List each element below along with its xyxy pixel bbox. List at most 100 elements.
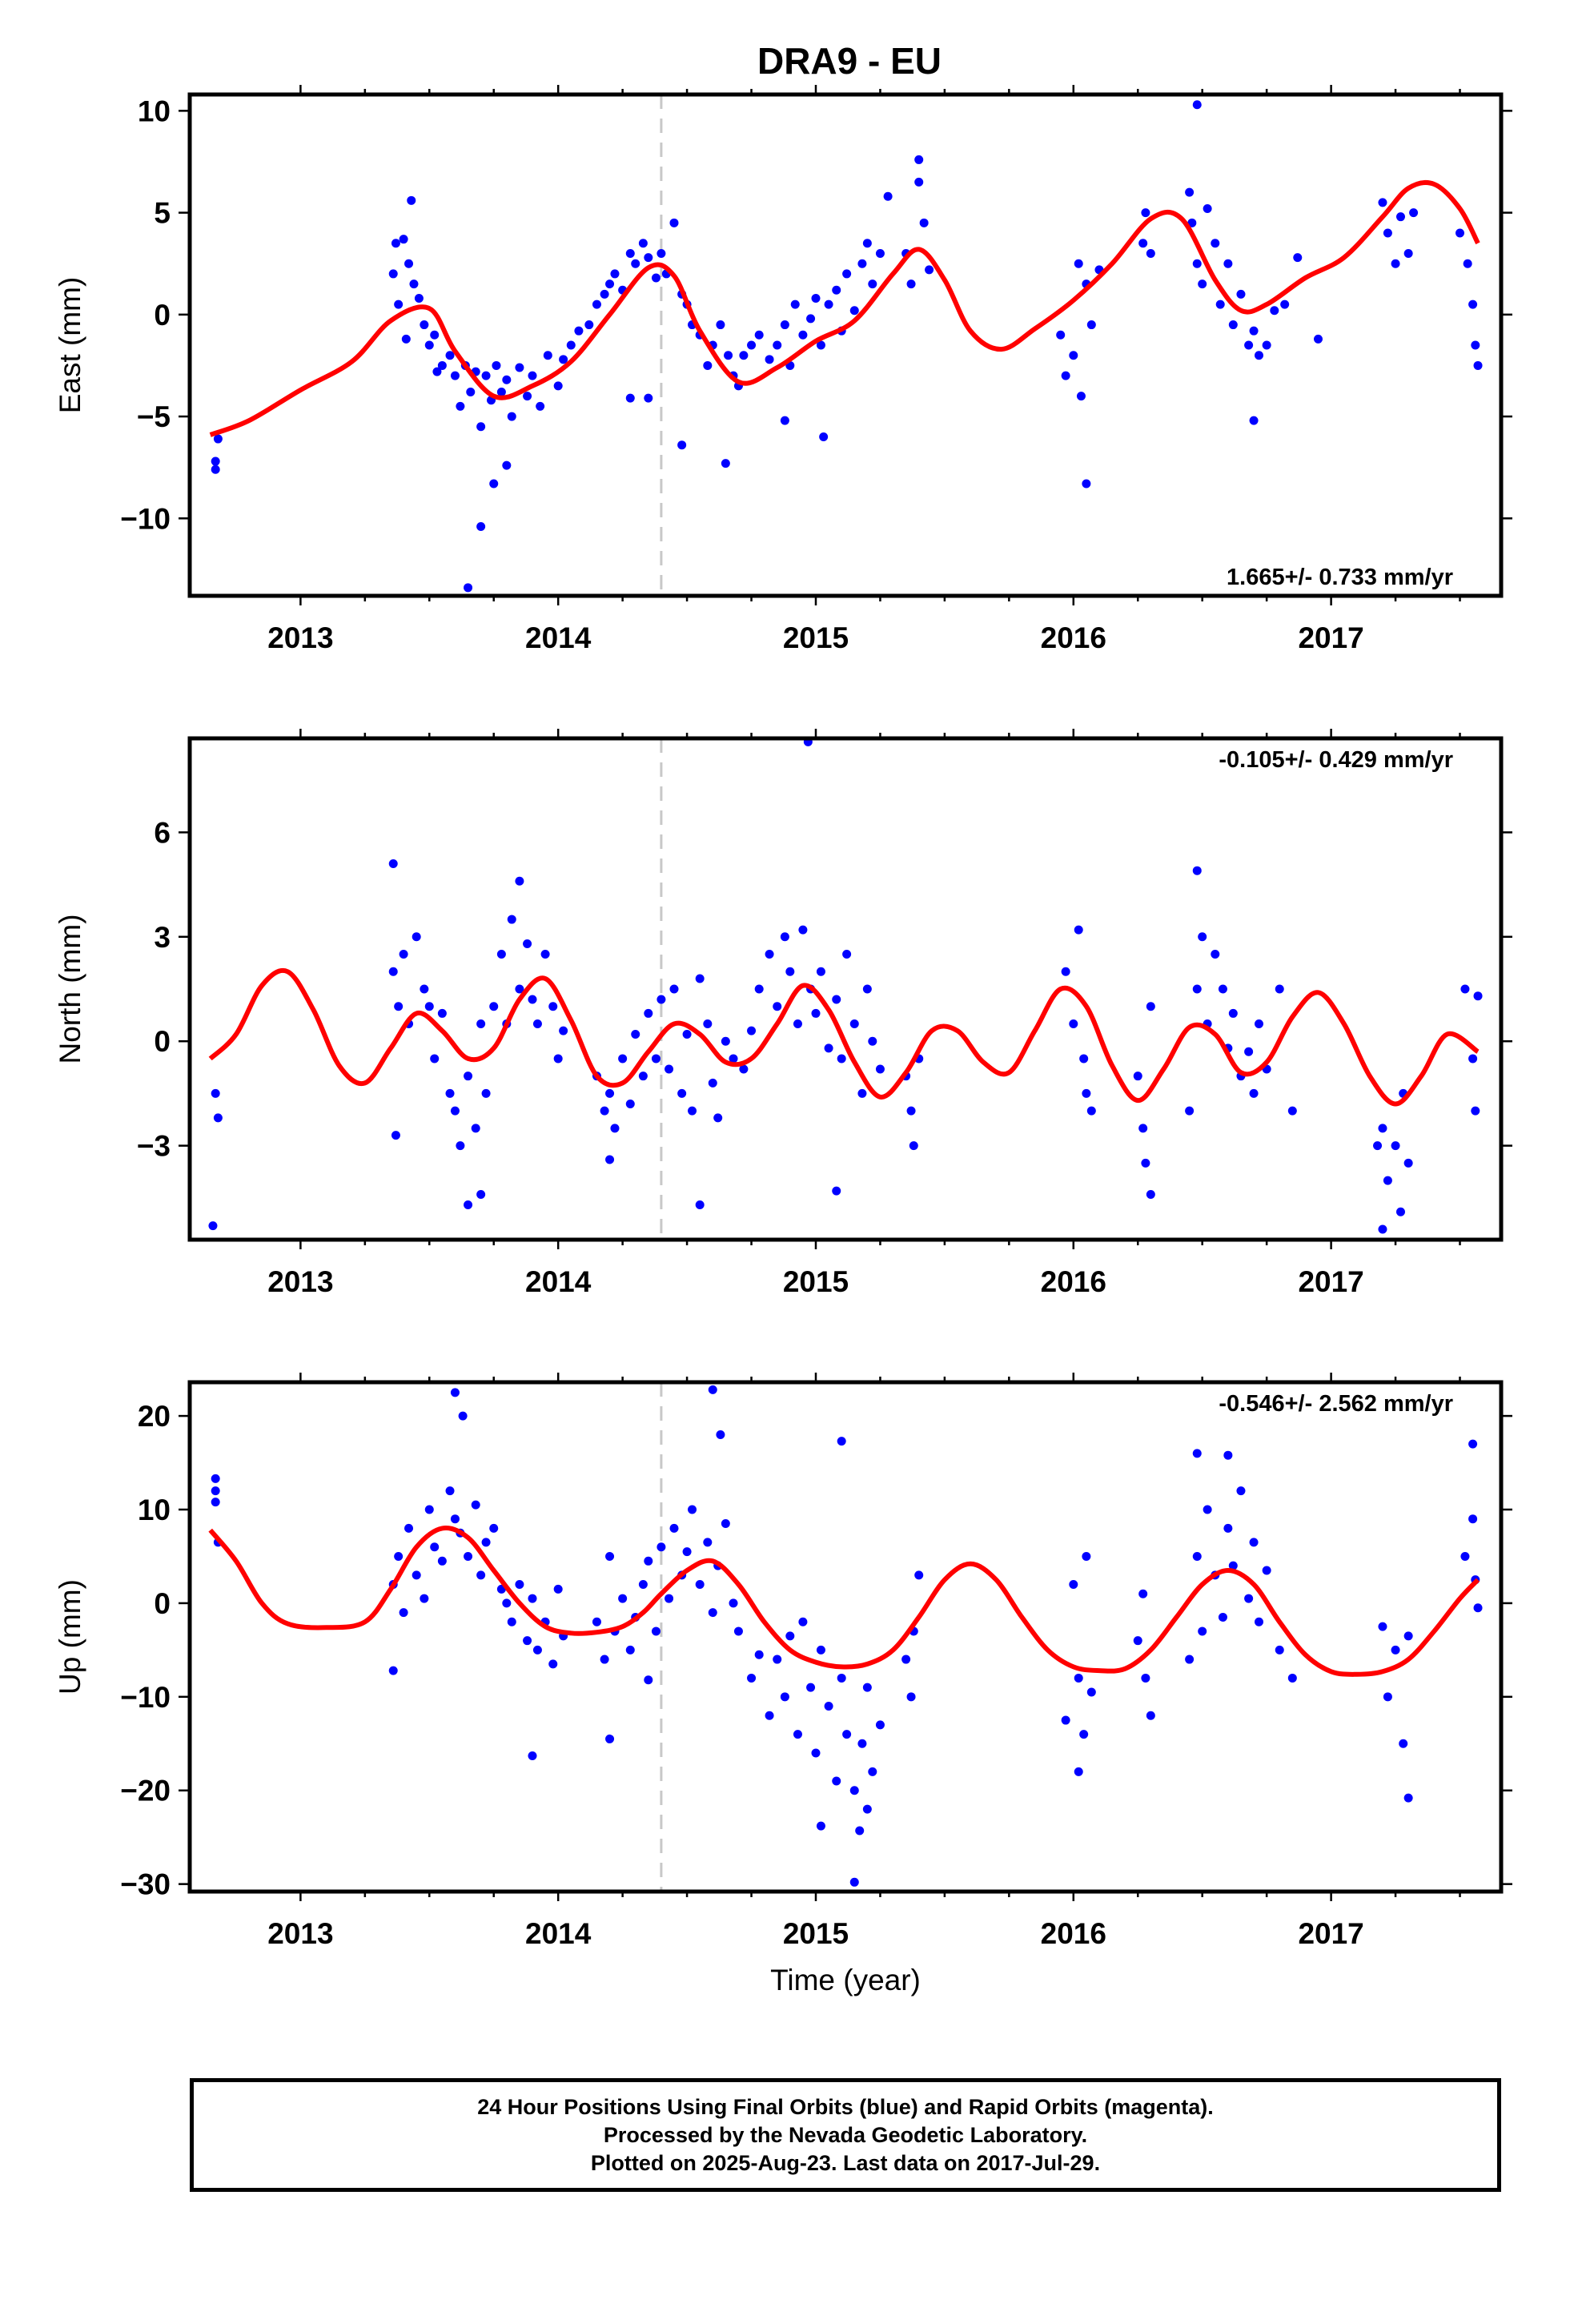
north-data-point (739, 1064, 749, 1074)
east-data-point (391, 239, 400, 248)
chart-panels: 2013 2014 2015 2016 2017 10 5 0 −5 −10 East (mm) 1.… (54, 85, 1512, 1950)
east-data-point (747, 340, 757, 350)
east-data-point (669, 218, 679, 227)
east-data-point (1203, 204, 1212, 214)
east-data-point (409, 279, 419, 289)
up-data-point (1218, 1612, 1227, 1622)
up-data-point (1378, 1622, 1387, 1631)
east-data-point (1403, 248, 1413, 258)
north-data-point (476, 1189, 486, 1199)
north-x-tick-label: 2017 (1298, 1265, 1363, 1298)
x-axis-label: Time (year) (770, 1964, 921, 1996)
east-data-point (388, 269, 398, 279)
north-data-point (1275, 984, 1284, 994)
east-data-point (739, 351, 749, 360)
up-data-point (481, 1538, 491, 1547)
up-data-point (618, 1594, 628, 1603)
east-data-point (1456, 228, 1465, 238)
up-data-point (798, 1617, 808, 1626)
east-data-point (536, 401, 545, 411)
up-data-point (211, 1486, 220, 1496)
east-data-point (1185, 187, 1195, 197)
north-data-point (832, 995, 841, 1004)
up-data-point (644, 1556, 653, 1566)
east-data-point (584, 320, 594, 330)
north-data-point (1061, 967, 1070, 976)
up-data-point (1192, 1551, 1202, 1561)
up-data-point (651, 1626, 661, 1636)
east-data-point (754, 330, 764, 340)
east-x-tick-label: 2016 (1041, 621, 1106, 654)
up-data-point (1074, 1767, 1083, 1776)
north-data-point (765, 950, 774, 959)
east-data-point (1262, 340, 1271, 350)
east-data-point (401, 334, 411, 344)
east-data-point (430, 330, 440, 340)
east-data-point (489, 479, 499, 489)
east-data-point (1082, 479, 1091, 489)
east-data-point (1187, 218, 1197, 227)
up-data-point (695, 1580, 705, 1590)
up-data-point (1236, 1486, 1246, 1496)
north-panel: 2013 2014 2015 2016 2017 6 3 0 −3 North (mm) -0.10… (54, 729, 1512, 1298)
up-data-point (420, 1594, 429, 1603)
north-data-point (1228, 1008, 1238, 1018)
up-data-point (600, 1655, 609, 1664)
north-data-point (773, 1002, 782, 1011)
east-x-tick-label: 2014 (525, 621, 592, 654)
up-data-point (682, 1547, 692, 1557)
up-data-point (1255, 1617, 1264, 1626)
north-data-point (388, 859, 398, 868)
east-data-point (765, 355, 774, 364)
east-data-point (716, 320, 725, 330)
up-x-tick-label: 2014 (525, 1917, 592, 1950)
east-data-point (213, 434, 223, 444)
up-data-point (404, 1523, 414, 1533)
up-data-point (1141, 1673, 1150, 1683)
up-data-point (450, 1514, 460, 1524)
east-data-point (1076, 392, 1086, 401)
north-data-point (1146, 1189, 1155, 1199)
north-x-tick-label: 2015 (783, 1265, 849, 1298)
north-data-point (909, 1141, 918, 1151)
north-data-point (729, 1054, 738, 1063)
east-data-point (651, 273, 661, 283)
up-data-point (703, 1538, 713, 1547)
east-panel: 2013 2014 2015 2016 2017 10 5 0 −5 −10 East (mm) 1.… (54, 85, 1512, 654)
up-data-point (523, 1636, 532, 1646)
north-data-point (644, 1008, 653, 1018)
up-data-point (211, 1498, 220, 1507)
east-data-point (492, 360, 501, 370)
east-data-point (507, 412, 516, 421)
east-y-tick-label: 10 (138, 94, 171, 127)
east-data-point (528, 371, 537, 380)
north-data-point (424, 1002, 434, 1011)
east-plot-frame (187, 92, 1504, 598)
north-data-point (656, 995, 666, 1004)
north-data-point (523, 939, 532, 948)
east-data-point (914, 177, 924, 187)
north-data-point (747, 1026, 757, 1035)
up-data-point (1460, 1551, 1470, 1561)
north-data-point (1082, 1088, 1091, 1098)
east-data-point (605, 279, 615, 289)
east-data-point (1471, 340, 1480, 350)
up-data-point (445, 1486, 455, 1496)
up-data-point (849, 1786, 859, 1795)
east-data-point (824, 300, 833, 309)
up-data-point (471, 1500, 480, 1510)
north-data-point (665, 1064, 674, 1074)
up-data-point (901, 1655, 911, 1664)
up-data-point (437, 1556, 447, 1566)
north-data-point (489, 1002, 499, 1011)
north-data-point (1373, 1141, 1383, 1151)
up-data-point (811, 1748, 821, 1758)
north-data-point (464, 1072, 473, 1081)
up-data-point (1223, 1450, 1233, 1460)
east-data-point (1069, 351, 1078, 360)
north-data-point (1074, 925, 1083, 935)
north-y-tick-label: 6 (154, 816, 171, 849)
up-data-point (394, 1551, 404, 1561)
east-data-point (644, 393, 653, 403)
north-data-point (208, 1221, 218, 1231)
